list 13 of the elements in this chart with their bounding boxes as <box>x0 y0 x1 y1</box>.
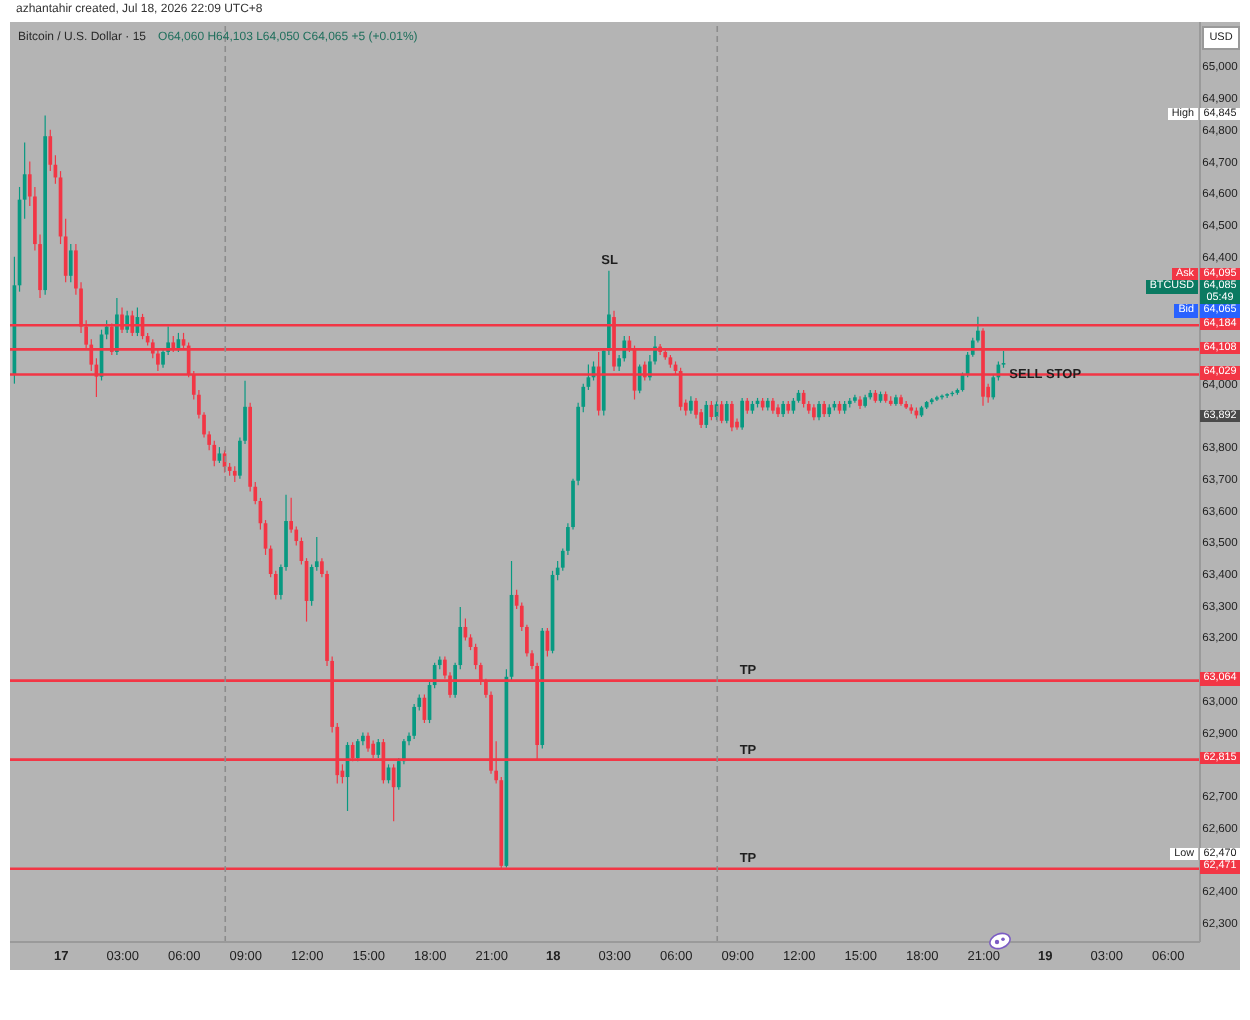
candlestick <box>704 400 709 429</box>
candlestick <box>412 703 416 740</box>
candlestick <box>904 400 908 410</box>
candlestick <box>740 397 744 431</box>
candlestick <box>730 400 734 432</box>
candlestick <box>376 738 381 759</box>
candlestick <box>817 400 821 421</box>
candlestick <box>68 243 73 283</box>
candlestick <box>858 395 862 410</box>
candlestick <box>945 392 949 399</box>
candlestick <box>724 400 729 424</box>
candlestick <box>694 397 698 420</box>
candlestick <box>366 732 370 753</box>
